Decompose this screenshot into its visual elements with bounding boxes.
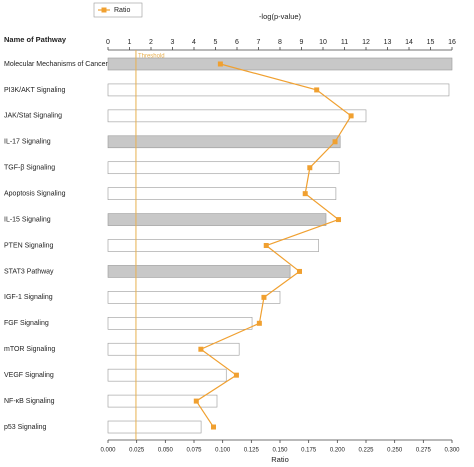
x-tick-label: 8 (278, 39, 282, 46)
x2-axis-title: Ratio (271, 455, 289, 464)
category-label: IL-17 Signaling (4, 139, 51, 146)
category-label: JAK/Stat Signaling (4, 113, 62, 120)
x-axis-title: -log(p-value) (259, 12, 302, 21)
category-label: IL-15 Signaling (4, 216, 51, 223)
x-tick-label: 2 (149, 39, 153, 46)
x-tick-label: 9 (300, 39, 304, 46)
legend-label: Ratio (114, 7, 130, 14)
category-label: p53 Signaling (4, 424, 47, 431)
category-label: VEGF Signaling (4, 372, 54, 379)
category-label: PTEN Signaling (4, 242, 54, 249)
bar (107, 394, 218, 408)
x2-tick-label: 0.075 (186, 448, 202, 454)
bar (107, 420, 202, 434)
category-label: Molecular Mechanisms of Cancer (4, 61, 109, 68)
bar (107, 83, 450, 97)
bar (107, 213, 327, 226)
ratio-point (296, 268, 302, 274)
x2-tick-label: 0.300 (444, 448, 460, 454)
category-label: mTOR Signaling (4, 346, 55, 353)
ratio-point (263, 243, 269, 249)
ratio-point (193, 398, 199, 404)
x-tick-label: 0 (106, 39, 110, 46)
ratio-point (256, 320, 262, 326)
x2-tick-label: 0.200 (330, 448, 346, 454)
x-tick-label: 4 (192, 39, 196, 46)
bar (107, 342, 240, 356)
bar (107, 109, 367, 123)
ratio-point (307, 165, 313, 171)
ratio-point (314, 87, 320, 93)
x-tick-label: 12 (362, 39, 370, 46)
x2-tick-label: 0.050 (158, 448, 174, 454)
category-label: TGF-β Signaling (4, 165, 55, 172)
threshold-label: Threshold (138, 54, 165, 60)
x2-tick-label: 0.175 (301, 448, 317, 454)
ratio-point (217, 61, 223, 67)
category-label: STAT3 Pathway (4, 268, 54, 275)
bar (107, 161, 340, 175)
x-tick-label: 14 (405, 39, 413, 46)
bar (107, 135, 341, 149)
x2-tick-label: 0.125 (244, 448, 260, 454)
x-tick-label: 1 (128, 39, 132, 46)
x2-tick-label: 0.100 (215, 448, 231, 454)
bar (107, 187, 337, 200)
bar (107, 265, 291, 278)
category-label: NF-κB Signaling (4, 398, 55, 405)
ratio-point (335, 217, 341, 223)
ratio-point (302, 191, 308, 197)
ratio-point (210, 424, 216, 430)
x-tick-label: 11 (341, 39, 348, 46)
x2-tick-label: 0.225 (358, 448, 374, 454)
x2-tick-label: 0.275 (416, 448, 432, 454)
x-tick-label: 16 (448, 39, 456, 46)
ratio-point (198, 346, 204, 352)
category-label: PI3K/AKT Signaling (4, 87, 65, 94)
bar (107, 57, 453, 71)
category-label: FGF Signaling (4, 320, 49, 327)
x-tick-label: 10 (319, 39, 327, 46)
x-tick-label: 13 (384, 39, 392, 46)
ratio-point (233, 372, 239, 378)
category-label: IGF-1 Signaling (4, 294, 53, 301)
bar (107, 291, 281, 304)
legend-box (93, 2, 143, 18)
x-tick-label: 6 (235, 39, 239, 46)
x2-tick-label: 0.150 (272, 448, 288, 454)
bar (107, 239, 319, 252)
legend-marker (101, 7, 107, 13)
x-tick-label: 5 (214, 39, 218, 46)
bar (107, 316, 253, 330)
category-header: Name of Pathway (4, 35, 67, 44)
x2-tick-label: 0.250 (387, 448, 403, 454)
ratio-point (332, 139, 338, 145)
x-tick-label: 15 (427, 39, 435, 46)
bar (107, 368, 227, 382)
x2-tick-label: 0.000 (100, 448, 116, 454)
x-tick-label: 7 (257, 39, 261, 46)
ratio-point (261, 294, 267, 300)
category-label: Apoptosis Signaling (4, 190, 66, 197)
x-tick-label: 3 (171, 39, 175, 46)
ratio-point (348, 113, 354, 119)
x2-tick-label: 0.025 (129, 448, 145, 454)
